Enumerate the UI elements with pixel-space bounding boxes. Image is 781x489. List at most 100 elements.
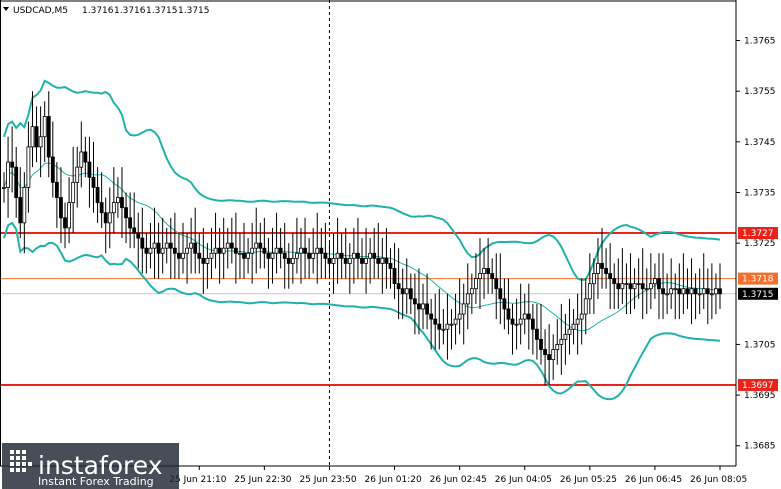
price-badge-red: [738, 378, 778, 391]
candle-body: [128, 217, 133, 229]
candle-body: [274, 247, 279, 254]
candle: [327, 243, 332, 279]
candle: [30, 91, 35, 168]
price-tick-label: 1.3725: [744, 239, 776, 249]
candle: [242, 222, 246, 279]
candle-body: [233, 247, 238, 254]
candle: [351, 227, 356, 284]
header-low: 1.3715: [146, 6, 178, 16]
candle: [616, 258, 621, 309]
candle-body: [673, 288, 678, 291]
candle-body: [144, 247, 149, 254]
candle: [640, 248, 645, 320]
candle: [433, 293, 438, 350]
price-badge-label: 1.3727: [742, 229, 774, 239]
candle: [282, 222, 287, 289]
candle: [412, 273, 417, 335]
candle-body: [478, 273, 482, 279]
candle-body: [408, 288, 413, 300]
candle: [571, 308, 576, 345]
candle: [498, 253, 503, 325]
candle-body: [177, 252, 181, 259]
candle: [335, 217, 340, 284]
header-open: 1.3716: [82, 6, 114, 16]
candle: [461, 283, 466, 345]
candle-body: [689, 288, 694, 295]
candle: [457, 278, 462, 335]
candle-body: [396, 283, 401, 290]
candle-body: [225, 242, 230, 249]
candle: [575, 293, 580, 355]
candle-body: [242, 252, 246, 259]
candle-body: [116, 197, 120, 204]
triangle-down-icon: [3, 7, 9, 11]
candle-body: [539, 338, 543, 350]
candle: [608, 243, 613, 309]
candle: [250, 222, 255, 284]
candle: [669, 258, 674, 309]
candle-body: [616, 283, 621, 290]
time-tick-label: 25 Jun 23:50: [299, 475, 356, 485]
candle: [225, 227, 230, 269]
candle-body: [120, 197, 124, 209]
candle-body: [6, 161, 10, 188]
candle: [343, 227, 348, 279]
candle: [404, 258, 409, 315]
candle-body: [10, 161, 15, 168]
candle-body: [547, 354, 552, 361]
candle: [59, 167, 63, 244]
candle-body: [205, 257, 210, 264]
candle-body: [103, 212, 108, 224]
candle: [604, 248, 608, 289]
candle-body: [331, 257, 336, 264]
time-tick-label: 26 Jun 08:05: [690, 475, 747, 485]
candlesticks: [2, 91, 722, 385]
candle-body: [384, 257, 389, 264]
candle: [54, 162, 59, 228]
candle: [506, 278, 511, 335]
candle: [563, 314, 568, 365]
candle: [429, 298, 434, 350]
candle: [160, 217, 165, 274]
candle-body: [270, 252, 275, 259]
candle: [339, 233, 344, 279]
candle: [547, 324, 552, 385]
candle: [262, 217, 267, 269]
candle-body: [718, 288, 722, 295]
candle-body: [148, 247, 153, 254]
candle-body: [563, 333, 568, 340]
candle: [254, 207, 259, 274]
candle: [148, 222, 153, 269]
candle: [620, 248, 625, 304]
candle: [437, 288, 442, 350]
time-tick-label: 26 Jun 02:45: [430, 475, 487, 485]
candle: [360, 238, 364, 279]
candle-body: [604, 268, 608, 274]
candle-body: [319, 247, 324, 254]
candle-body: [339, 252, 344, 259]
candle: [290, 233, 295, 284]
candle-body: [661, 288, 665, 295]
candle-body: [71, 181, 76, 204]
candle-body: [608, 273, 613, 279]
candle-body: [181, 252, 185, 259]
logo-brand-name: instaforex: [38, 451, 163, 480]
candle-body: [172, 247, 177, 254]
candle-body: [587, 283, 592, 300]
candle: [673, 273, 678, 320]
candle-body: [392, 268, 397, 285]
candle: [636, 258, 641, 299]
price-badge-red: [738, 227, 778, 239]
candle-body: [30, 126, 35, 148]
candle-body: [250, 247, 255, 254]
candle: [469, 273, 474, 315]
candle-body: [229, 242, 234, 249]
candle: [425, 273, 429, 330]
candle-body: [628, 283, 633, 290]
candle: [579, 278, 584, 345]
candle: [632, 268, 637, 309]
candle: [583, 278, 588, 335]
candle-body: [124, 207, 128, 219]
candle: [18, 167, 23, 239]
